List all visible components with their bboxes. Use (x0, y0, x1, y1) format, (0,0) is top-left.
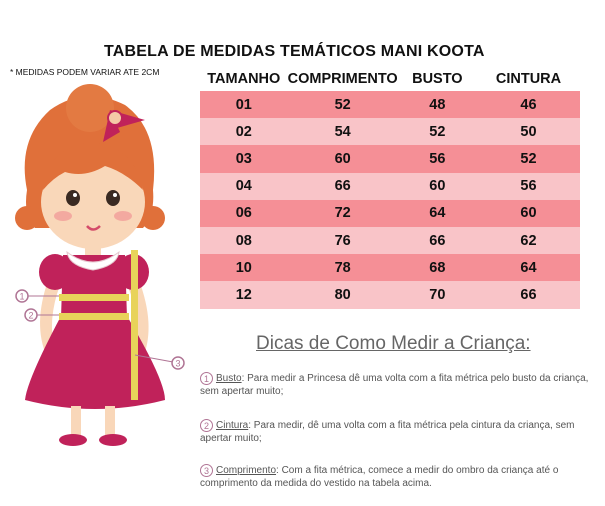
table-row: 10 78 68 64 (200, 254, 580, 282)
header-comprimento: COMPRIMENTO (287, 66, 398, 91)
page-title: TABELA DE MEDIDAS TEMÁTICOS MANI KOOTA (104, 43, 485, 60)
cell-size: 12 (200, 281, 288, 309)
left-arm-shape (40, 275, 60, 352)
cell-size: 02 (200, 118, 288, 146)
right-eye-icon (106, 190, 120, 206)
length-tape-shape (131, 250, 138, 400)
cell-waist: 50 (476, 118, 580, 146)
header-busto: BUSTO (397, 66, 477, 91)
tip-3-term: Comprimento (216, 465, 277, 476)
cell-bust: 52 (397, 118, 477, 146)
cell-bust: 60 (397, 172, 477, 200)
tip-2-text: : Para medir, dê uma volta com a fita mé… (200, 420, 575, 444)
tips-title: Dicas de Como Medir a Criança: (256, 333, 531, 354)
tip-1-number-icon: 1 (200, 372, 213, 385)
cell-waist: 56 (476, 172, 580, 200)
cell-waist: 60 (476, 199, 580, 227)
left-shoe-shape (59, 434, 87, 446)
cell-bust: 68 (397, 254, 477, 282)
cell-length: 78 (287, 254, 398, 282)
left-eye-icon (66, 190, 80, 206)
marker-1-icon (15, 289, 29, 303)
cell-waist: 46 (476, 91, 580, 119)
cell-size: 08 (200, 226, 288, 255)
header-tamanho: TAMANHO (200, 66, 288, 91)
cell-bust: 56 (397, 145, 477, 173)
cell-bust: 70 (397, 281, 477, 309)
header-cintura: CINTURA (476, 66, 580, 91)
tip-1-text: : Para medir a Princesa dê uma volta com… (200, 373, 589, 397)
collar-shape (66, 250, 120, 271)
table-row: 12 80 70 66 (200, 281, 580, 309)
dress-bodice-shape (61, 255, 127, 318)
girl-illustration: 1 2 3 (15, 84, 185, 446)
cell-length: 76 (287, 226, 398, 255)
cell-waist: 66 (476, 281, 580, 309)
right-curl-shape (141, 206, 165, 230)
cell-size: 10 (200, 254, 288, 282)
table-row: 02 54 52 50 (200, 118, 580, 146)
marker-2-icon (24, 308, 38, 322)
marker-2-label: 2 (28, 311, 33, 321)
cell-waist: 62 (476, 226, 580, 255)
left-curl-shape (15, 206, 39, 230)
table-row: 06 72 64 60 (200, 199, 580, 227)
tip-1-term: Busto (216, 373, 242, 384)
table-header-row: TAMANHO COMPRIMENTO BUSTO CINTURA (200, 66, 580, 91)
cell-size: 01 (200, 91, 288, 119)
table-row: 03 60 56 52 (200, 145, 580, 173)
marker-3-label: 3 (175, 359, 180, 369)
tip-length: 3 Comprimento: Com a fita métrica, comece… (200, 464, 595, 490)
cell-length: 52 (287, 91, 398, 119)
cell-length: 72 (287, 199, 398, 227)
tip-2-number-icon: 2 (200, 419, 213, 432)
size-table: TAMANHO COMPRIMENTO BUSTO CINTURA 01 52 … (200, 66, 580, 309)
cell-waist: 64 (476, 254, 580, 282)
bust-tape-shape (59, 294, 129, 301)
tip-waist: 2 Cintura: Para medir, dê uma volta com a… (200, 419, 595, 445)
face-shape (41, 155, 145, 249)
cell-size: 06 (200, 199, 288, 227)
cell-length: 80 (287, 281, 398, 309)
tip-3-text: : Com a fita métrica, comece a medir do … (200, 465, 559, 489)
right-shoe-shape (99, 434, 127, 446)
dress-skirt-shape (25, 316, 165, 409)
cell-size: 04 (200, 172, 288, 200)
cell-length: 66 (287, 172, 398, 200)
cell-size: 03 (200, 145, 288, 173)
cell-length: 60 (287, 145, 398, 173)
hair-bun-shape (66, 84, 114, 132)
marker-1-label: 1 (19, 292, 24, 302)
bangs-shape (43, 142, 143, 190)
waist-tape-shape (59, 313, 129, 320)
marker-3-icon (171, 356, 185, 370)
tip-2-term: Cintura (216, 420, 249, 431)
tip-3-number-icon: 3 (200, 464, 213, 477)
tip-bust: 1 Busto: Para medir a Princesa dê uma vol… (200, 372, 595, 398)
cell-bust: 64 (397, 199, 477, 227)
cell-waist: 52 (476, 145, 580, 173)
mouth-icon (86, 225, 101, 231)
measure-note: * MEDIDAS PODEM VARIAR ATE 2CM (10, 67, 160, 77)
table-row: 08 76 66 62 (200, 226, 580, 255)
table-row: 01 52 48 46 (200, 91, 580, 119)
cell-length: 54 (287, 118, 398, 146)
cell-bust: 66 (397, 226, 477, 255)
cell-bust: 48 (397, 91, 477, 119)
table-row: 04 66 60 56 (200, 172, 580, 200)
